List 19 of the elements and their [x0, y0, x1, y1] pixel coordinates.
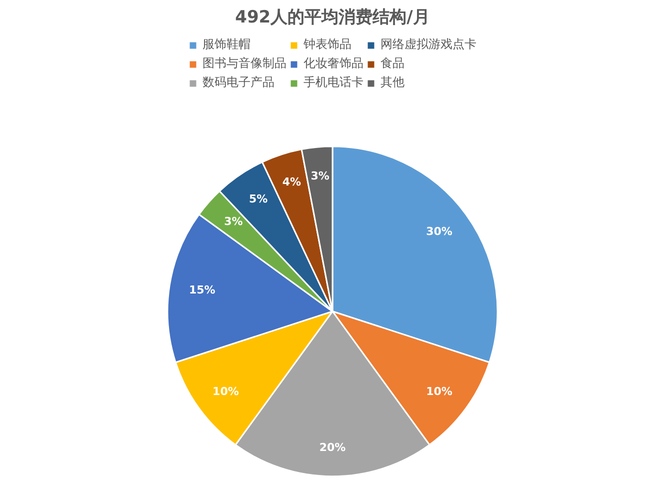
data-label: 15% — [188, 284, 216, 297]
legend-label: 数码电子产品 — [202, 74, 274, 91]
chart-title: 492人的平均消费结构/月 — [235, 8, 430, 28]
data-label: 20% — [319, 440, 346, 454]
data-label: 5% — [248, 192, 268, 206]
legend-label: 服饰鞋帽 — [202, 36, 250, 53]
legend-label: 图书与音像制品 — [202, 55, 286, 72]
data-label: 10% — [212, 384, 239, 398]
data-label: 3% — [224, 214, 243, 228]
data-label: 4% — [282, 175, 302, 188]
data-label: 3% — [310, 169, 330, 182]
legend-label: 手机电话卡 — [304, 74, 364, 91]
data-label: 10% — [426, 384, 452, 398]
data-label: 30% — [426, 224, 452, 238]
legend-label: 化妆奢饰品 — [304, 55, 364, 72]
legend-label: 食品 — [380, 55, 404, 72]
legend-label: 其他 — [380, 74, 404, 91]
legend-label: 钟表饰品 — [304, 36, 352, 53]
legend-label: 网络虚拟游戏点卡 — [380, 36, 476, 53]
